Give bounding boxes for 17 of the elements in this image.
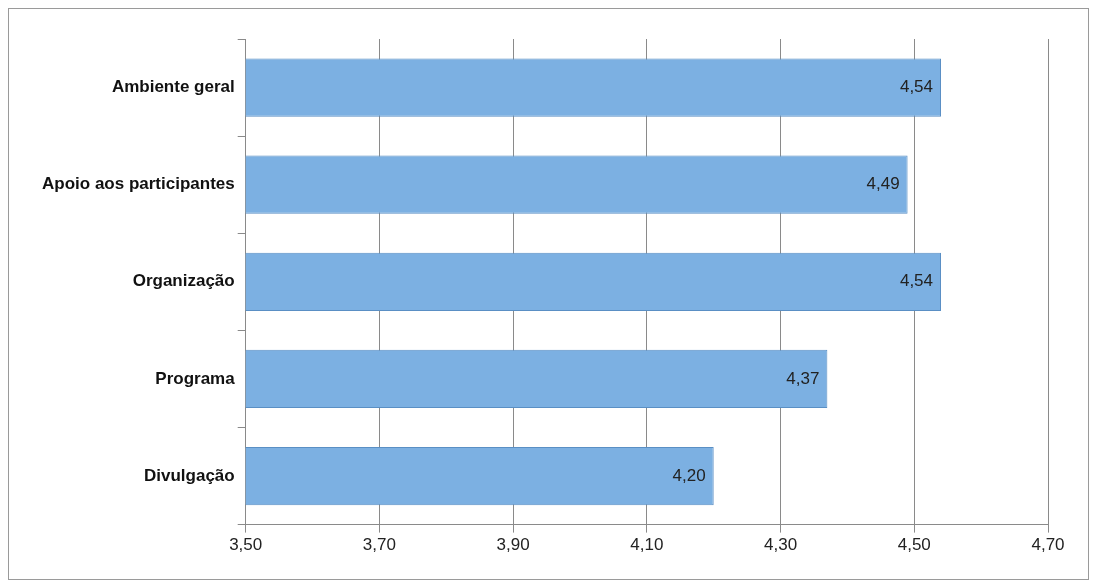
x-tick-label: 3,90 bbox=[496, 535, 530, 555]
y-tick-label: Divulgação bbox=[144, 465, 235, 485]
data-label: 4,49 bbox=[866, 174, 900, 194]
x-tick-label: 4,30 bbox=[764, 535, 798, 555]
x-tick-label: 4,10 bbox=[630, 535, 664, 555]
y-tick-label: Apoio aos participantes bbox=[42, 174, 235, 194]
y-tick-label: Ambiente geral bbox=[111, 77, 235, 97]
y-tick-label: Programa bbox=[155, 368, 236, 388]
data-label: 4,54 bbox=[899, 77, 934, 97]
y-tick-label: Organização bbox=[132, 271, 235, 291]
x-tick-label: 3,50 bbox=[229, 535, 263, 555]
data-label: 4,20 bbox=[672, 465, 706, 485]
data-label: 4,37 bbox=[786, 368, 820, 388]
x-tick-label: 4,70 bbox=[1031, 535, 1065, 555]
x-tick-label: 4,50 bbox=[897, 535, 931, 555]
x-tick-label: 3,70 bbox=[362, 535, 396, 555]
data-label: 4,54 bbox=[899, 271, 934, 291]
